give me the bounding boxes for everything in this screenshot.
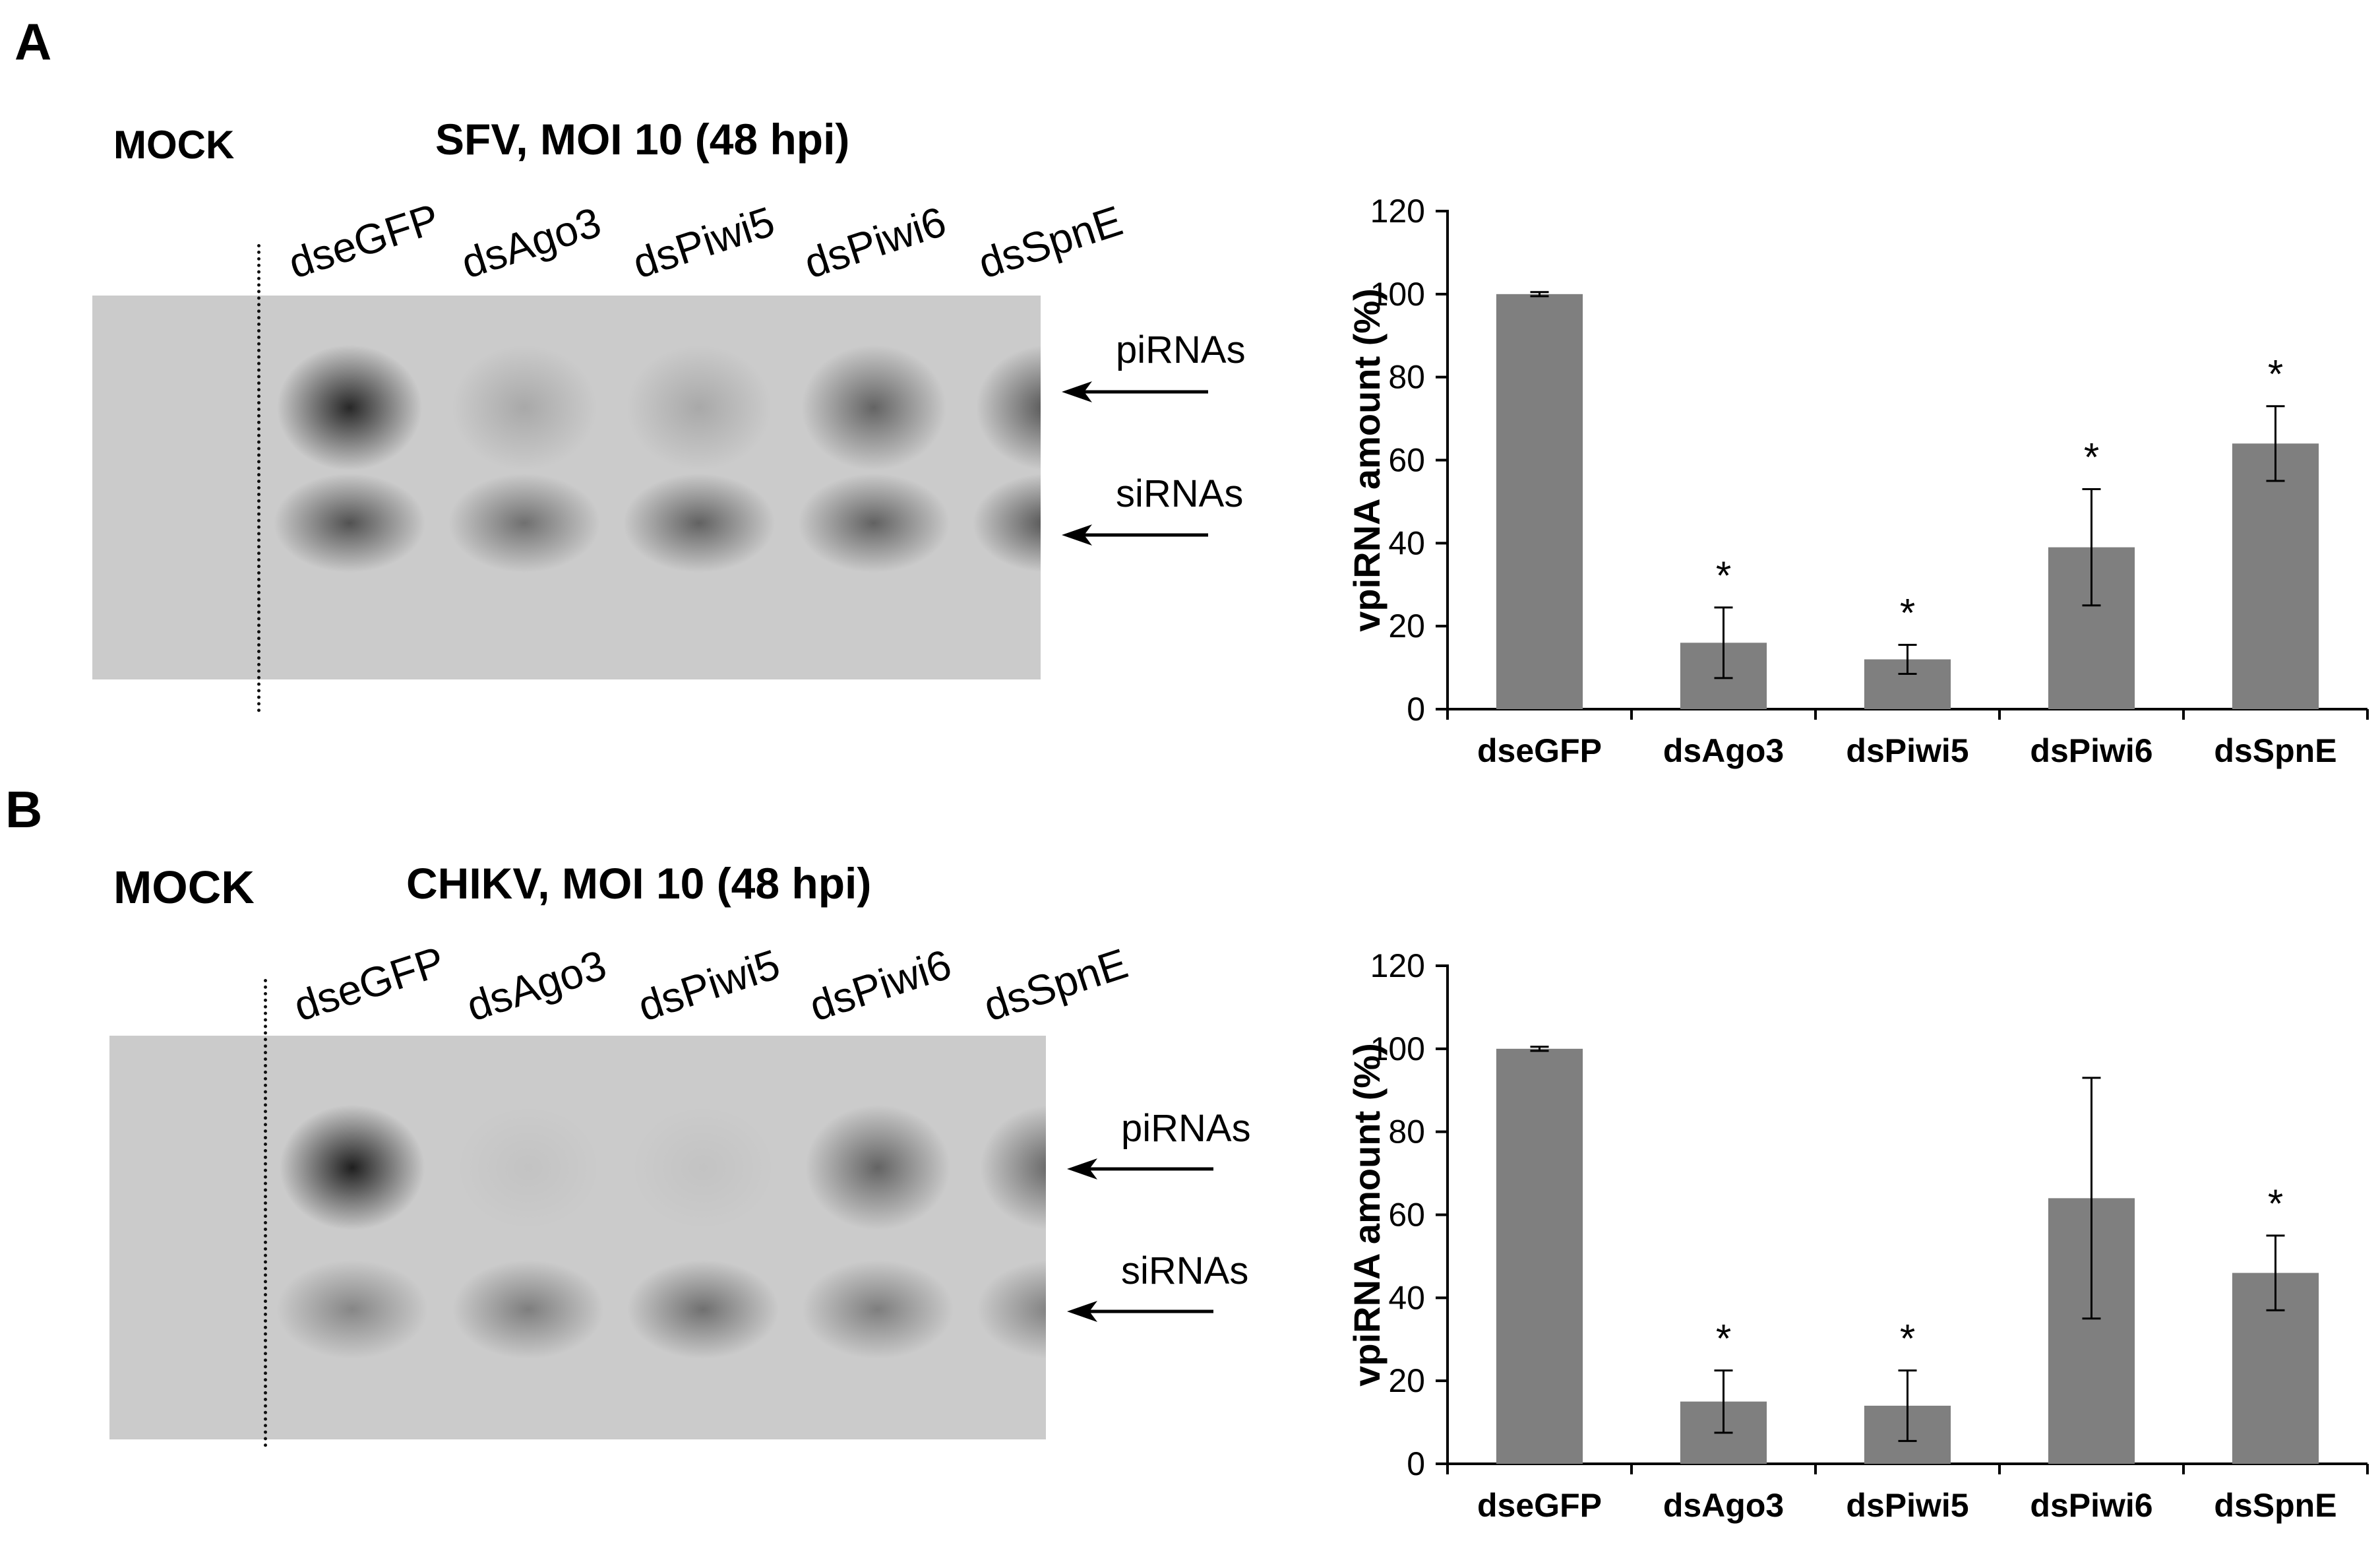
y-tick-label: 0 xyxy=(1407,691,1425,728)
y-tick-label: 0 xyxy=(1407,1445,1425,1482)
significance-marker: * xyxy=(1716,553,1731,598)
significance-marker: * xyxy=(1900,590,1915,635)
significance-marker: * xyxy=(2268,352,2283,396)
lane-label: dsSpnE xyxy=(972,197,1128,288)
sirna-band xyxy=(627,1260,779,1359)
mock-divider-line xyxy=(257,244,260,712)
arrow-pirnas xyxy=(1067,1158,1213,1179)
lane-label: dsPiwi5 xyxy=(632,940,785,1030)
sirna-band xyxy=(977,1260,1046,1359)
band-label-sirnas: siRNAs xyxy=(1116,472,1244,515)
lane-label: dseGFP xyxy=(282,194,445,288)
x-tick-label: dsPiwi6 xyxy=(2030,1487,2152,1524)
pirna-band xyxy=(980,1105,1046,1230)
x-tick-label: dseGFP xyxy=(1477,732,1602,769)
lane-label: dsSpnE xyxy=(977,939,1134,1030)
mock-divider-line xyxy=(264,979,267,1447)
blot-bands xyxy=(276,1105,1046,1359)
lane-label: dseGFP xyxy=(288,937,450,1030)
y-tick-label: 20 xyxy=(1388,608,1425,645)
sirna-band xyxy=(452,1260,604,1359)
sirna-band xyxy=(798,474,950,573)
pirna-band xyxy=(277,345,422,470)
sirna-band xyxy=(274,474,425,573)
pirna-band xyxy=(452,345,597,470)
arrow-sirnas xyxy=(1067,1301,1213,1322)
mock-label: MOCK xyxy=(113,862,255,913)
y-tick-label: 80 xyxy=(1388,359,1425,396)
y-tick-label: 40 xyxy=(1388,1279,1425,1316)
y-axis-label: vpiRNA amount (%) xyxy=(1346,1043,1388,1387)
lane-label: dsPiwi6 xyxy=(803,940,957,1030)
band-label-sirnas: siRNAs xyxy=(1121,1249,1249,1292)
arrow-sirnas xyxy=(1062,524,1208,546)
y-tick-label: 60 xyxy=(1388,442,1425,479)
band-label-pirnas: piRNAs xyxy=(1121,1107,1251,1150)
y-axis-label: vpiRNA amount (%) xyxy=(1346,288,1388,632)
x-tick-label: dsPiwi5 xyxy=(1846,732,1968,769)
pirna-band xyxy=(630,1105,776,1230)
x-tick-label: dsSpnE xyxy=(2214,1487,2336,1524)
virus-label: SFV, MOI 10 (48 hpi) xyxy=(435,115,850,164)
sirna-band xyxy=(623,474,775,573)
x-tick-label: dsPiwi6 xyxy=(2030,732,2152,769)
y-tick-label: 100 xyxy=(1370,1030,1425,1067)
significance-marker: * xyxy=(1900,1316,1915,1360)
lane-label: dsAgo3 xyxy=(460,941,612,1030)
band-label-pirnas: piRNAs xyxy=(1116,329,1246,371)
lane-label: dsPiwi5 xyxy=(626,197,780,288)
y-tick-label: 60 xyxy=(1388,1197,1425,1234)
northern-blot-image xyxy=(92,296,1041,679)
bar xyxy=(2232,443,2319,709)
sirna-band xyxy=(448,474,600,573)
northern-blot-image xyxy=(109,1036,1046,1439)
sirna-band xyxy=(802,1260,954,1359)
x-tick-label: dsPiwi5 xyxy=(1846,1487,1968,1524)
pirna-band xyxy=(626,345,772,470)
y-tick-label: 40 xyxy=(1388,524,1425,561)
significance-marker: * xyxy=(1716,1316,1731,1360)
y-tick-label: 120 xyxy=(1370,193,1425,230)
virus-label: CHIKV, MOI 10 (48 hpi) xyxy=(406,859,872,908)
significance-marker: * xyxy=(2084,435,2099,480)
x-tick-label: dsAgo3 xyxy=(1663,732,1784,769)
lane-label: dsPiwi6 xyxy=(798,197,952,288)
x-tick-label: dsAgo3 xyxy=(1663,1487,1784,1524)
pirna-band xyxy=(976,345,1041,470)
x-tick-label: dsSpnE xyxy=(2214,732,2336,769)
bar-chart-b: 0 20 40 60 80 100 120 dseGFP dsAgo3 * dsPiwi5 * dsPi… xyxy=(1339,946,2369,1540)
bar xyxy=(1496,294,1583,709)
pirna-band xyxy=(456,1105,601,1230)
x-tick-label: dseGFP xyxy=(1477,1487,1602,1524)
pirna-band xyxy=(805,1105,950,1230)
y-tick-label: 80 xyxy=(1388,1114,1425,1150)
bar-chart-a: 0 20 40 60 80 100 120 dseGFP dsAgo3 * dsPiwi5 * dsPi… xyxy=(1339,191,2369,785)
pirna-band xyxy=(280,1105,425,1230)
y-tick-label: 100 xyxy=(1370,276,1425,313)
sirna-band xyxy=(973,474,1041,573)
y-tick-label: 120 xyxy=(1370,947,1425,984)
arrow-pirnas xyxy=(1062,381,1208,402)
y-tick-label: 20 xyxy=(1388,1362,1425,1399)
lane-label: dsAgo3 xyxy=(455,198,607,288)
mock-label: MOCK xyxy=(113,123,235,167)
bar xyxy=(1496,1048,1583,1464)
blot-bands xyxy=(274,345,1041,573)
significance-marker: * xyxy=(2268,1181,2283,1226)
sirna-band xyxy=(276,1260,428,1359)
pirna-band xyxy=(801,345,946,470)
panel-letter-a: A xyxy=(15,13,52,71)
panel-letter-b: B xyxy=(5,780,43,838)
